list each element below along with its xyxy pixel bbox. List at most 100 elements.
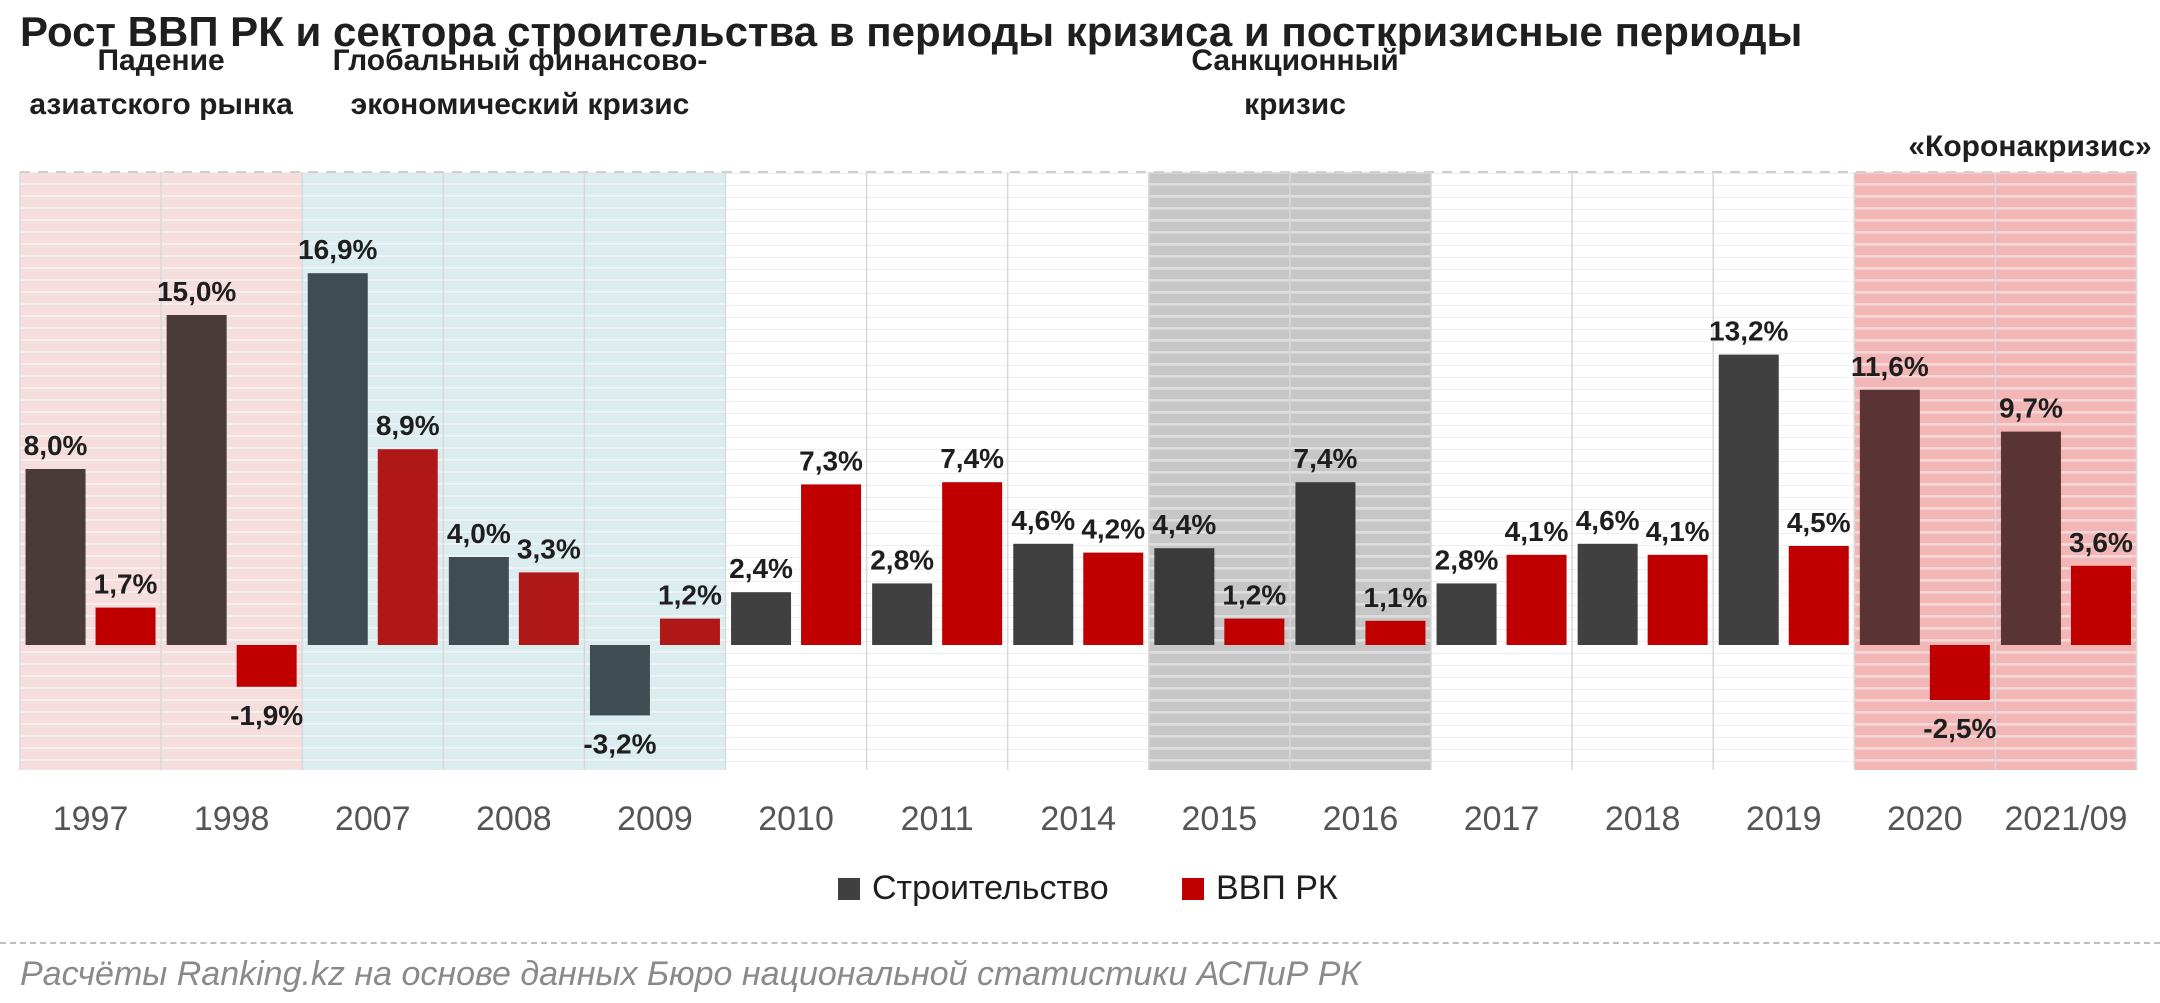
data-label: 4,2% <box>1081 514 1145 545</box>
x-tick-label: 2010 <box>758 800 834 838</box>
bar-gdp <box>1506 554 1567 645</box>
data-label: 4,1% <box>1646 516 1710 547</box>
x-tick-label: 1998 <box>194 800 270 838</box>
data-label: 3,6% <box>2069 527 2133 558</box>
bar-gdp <box>801 484 862 645</box>
x-tick-label: 2014 <box>1040 800 1116 838</box>
source-note: Расчёты Ranking.kz на основе данных Бюро… <box>20 955 1361 993</box>
bar-construction <box>872 583 933 645</box>
data-label: 15,0% <box>157 276 236 307</box>
data-label: 13,2% <box>1709 316 1788 347</box>
x-tick-label: 1997 <box>53 800 129 838</box>
data-label: 4,6% <box>1576 505 1640 536</box>
bar-gdp <box>1365 620 1426 645</box>
bar-construction <box>1718 354 1779 645</box>
data-label: 7,4% <box>1294 443 1358 474</box>
period-label-line: азиатского рынка <box>29 88 293 121</box>
bar-construction <box>2000 431 2061 645</box>
data-label: 9,7% <box>1999 393 2063 424</box>
data-label: 1,1% <box>1364 582 1428 613</box>
data-label: -3,2% <box>583 728 656 759</box>
x-tick-label: 2018 <box>1605 800 1681 838</box>
legend-label: Строительство <box>872 869 1109 907</box>
bar-gdp <box>518 572 579 645</box>
bar-gdp <box>2070 565 2131 645</box>
x-tick-label: 2011 <box>901 800 974 838</box>
data-label: 7,4% <box>940 443 1004 474</box>
period-label: «Коронакризис» <box>1908 130 2151 163</box>
data-label: 16,9% <box>298 234 377 265</box>
data-label: 1,2% <box>658 580 722 611</box>
bar-gdp <box>1224 618 1285 645</box>
x-tick-label: 2021/09 <box>2004 800 2127 838</box>
bar-gdp <box>1083 552 1144 645</box>
data-label: 7,3% <box>799 445 863 476</box>
data-label: 8,9% <box>376 410 440 441</box>
period-label-line: экономический кризис <box>351 88 690 121</box>
bar-construction <box>1859 389 1920 645</box>
bar-construction <box>25 469 86 645</box>
data-label: 2,4% <box>729 553 793 584</box>
data-label: 2,8% <box>870 544 934 575</box>
x-axis-labels: 1997 1998 2007 2008 2009 2010 2011 2014 2015 2016… <box>53 800 2128 838</box>
bar-construction <box>1436 583 1497 645</box>
bar-gdp <box>95 607 156 645</box>
data-label: 2,8% <box>1435 544 1499 575</box>
period-label-line: Санкционный <box>1191 44 1398 77</box>
x-tick-label: 2009 <box>617 800 693 838</box>
data-label: 4,0% <box>447 518 511 549</box>
x-tick-label: 2015 <box>1182 800 1258 838</box>
period-label-line: кризис <box>1244 88 1346 121</box>
x-tick-label: 2017 <box>1464 800 1540 838</box>
bars <box>25 273 2131 716</box>
bar-gdp <box>1788 546 1849 645</box>
bar-construction <box>731 592 792 645</box>
legend-swatch-construction <box>838 878 860 900</box>
period-label-line: Падение <box>97 44 224 77</box>
crisis-band <box>302 172 726 770</box>
bar-gdp <box>1929 645 1990 700</box>
legend: Строительство ВВП РК <box>838 869 1338 907</box>
x-tick-label: 2020 <box>1887 800 1963 838</box>
gridlines <box>19 171 2138 770</box>
bar-gdp <box>942 482 1003 645</box>
period-labels: Падение азиатского рынка Глобальный финанс… <box>29 44 2151 163</box>
bar-gdp <box>1647 554 1708 645</box>
period-label-line: «Коронакризис» <box>1908 130 2151 163</box>
bar-construction <box>1295 482 1356 645</box>
x-tick-label: 2007 <box>335 800 411 838</box>
data-label: 4,5% <box>1787 507 1851 538</box>
bar-construction <box>1577 543 1638 645</box>
period-label-line: Глобальный финансово- <box>333 44 708 77</box>
value-labels: 8,0% 1,7% 15,0% -1,9% 16,9% 8,9% 4,0% 3,3% -3,2%… <box>24 234 2133 759</box>
data-label: 1,7% <box>94 569 158 600</box>
data-label: -1,9% <box>230 700 303 731</box>
period-label: Глобальный финансово-экономический кризи… <box>333 44 708 121</box>
data-label: 4,6% <box>1011 505 1075 536</box>
data-label: -2,5% <box>1923 713 1996 744</box>
data-label: 3,3% <box>517 533 581 564</box>
bar-construction <box>1154 548 1215 645</box>
period-label: Санкционный кризис <box>1191 44 1398 121</box>
bar-gdp <box>377 449 438 645</box>
bar-gdp <box>659 618 720 645</box>
bar-construction <box>589 645 650 716</box>
x-tick-label: 2019 <box>1746 800 1822 838</box>
bar-construction <box>166 315 227 645</box>
data-label: 8,0% <box>24 430 88 461</box>
bar-construction <box>307 273 368 645</box>
data-label: 11,6% <box>1851 351 1929 382</box>
chart-title: Рост ВВП РК и сектора строительства в пе… <box>20 8 1803 55</box>
x-tick-label: 2016 <box>1323 800 1399 838</box>
x-tick-label: 2008 <box>476 800 552 838</box>
legend-swatch-gdp <box>1182 878 1204 900</box>
data-label: 1,2% <box>1222 580 1286 611</box>
data-label: 4,4% <box>1152 509 1216 540</box>
bar-gdp <box>236 645 297 687</box>
chart: 8,0% 1,7% 15,0% -1,9% 16,9% 8,9% 4,0% 3,3% -3,2%… <box>19 44 2152 907</box>
period-label: Падение азиатского рынка <box>29 44 293 121</box>
data-label: 4,1% <box>1505 516 1569 547</box>
footer-divider <box>0 942 2160 944</box>
bar-construction <box>1013 543 1074 645</box>
legend-label: ВВП РК <box>1216 869 1338 907</box>
